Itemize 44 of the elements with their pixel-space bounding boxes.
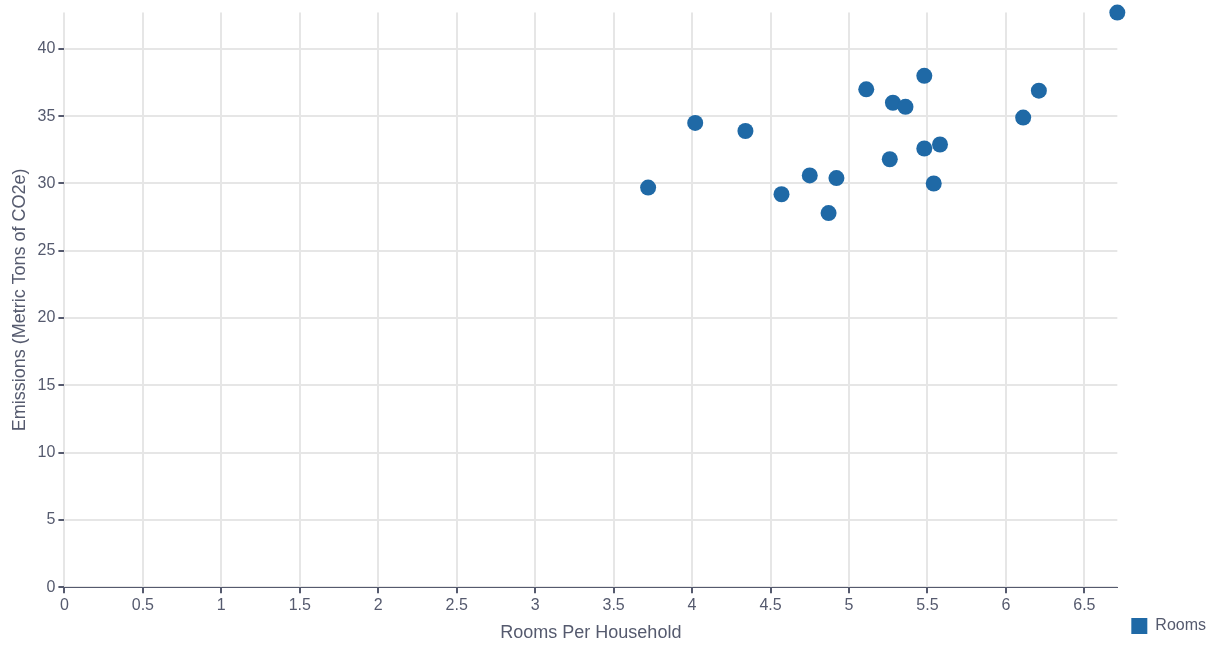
x-tick-label: 2 xyxy=(373,596,383,614)
y-tick-label: 30 xyxy=(37,173,56,191)
point xyxy=(881,151,898,168)
x-axis-title: Rooms Per Household xyxy=(500,622,682,643)
x-tick-label: 6.5 xyxy=(1073,596,1096,614)
x-tick-label: 0 xyxy=(59,596,69,614)
x-tick-label: 2.5 xyxy=(445,596,468,614)
point xyxy=(916,67,933,84)
x-tick-label: 6 xyxy=(1001,596,1011,614)
y-tick-label: 35 xyxy=(37,106,56,124)
y-axis-title: Emissions (Metric Tons of CO2e) xyxy=(8,168,29,432)
x-tick-label: 3.5 xyxy=(602,596,625,614)
point xyxy=(1015,109,1032,126)
point xyxy=(858,81,875,98)
y-tick-label: 15 xyxy=(37,375,56,393)
point xyxy=(884,94,901,111)
x-tick-label: 3 xyxy=(530,596,540,614)
y-tick-label: 10 xyxy=(37,443,56,461)
point xyxy=(828,170,845,187)
point xyxy=(640,179,657,196)
point xyxy=(897,98,914,115)
point xyxy=(687,114,704,131)
point xyxy=(1109,4,1126,21)
x-tick-label: 1 xyxy=(216,596,226,614)
point xyxy=(801,167,818,184)
x-tick-label: 4.5 xyxy=(759,596,782,614)
point xyxy=(932,136,948,153)
point xyxy=(925,175,942,192)
x-tick-label: 1.5 xyxy=(288,596,311,614)
point xyxy=(820,205,837,222)
y-tick-label: 0 xyxy=(46,577,56,595)
point xyxy=(737,123,754,140)
point xyxy=(773,186,790,203)
y-tick-label: 20 xyxy=(37,308,56,326)
x-tick-label: 5.5 xyxy=(916,596,939,614)
y-tick-label: 40 xyxy=(37,39,56,57)
y-tick-label: 25 xyxy=(37,241,56,259)
y-tick-label: 5 xyxy=(46,510,56,528)
x-tick-label: 4 xyxy=(687,596,697,614)
legend-label: Rooms xyxy=(1155,616,1207,634)
x-tick-label: 5 xyxy=(844,596,854,614)
point xyxy=(916,140,933,157)
x-tick-label: 0.5 xyxy=(131,596,155,614)
point xyxy=(1030,82,1047,99)
